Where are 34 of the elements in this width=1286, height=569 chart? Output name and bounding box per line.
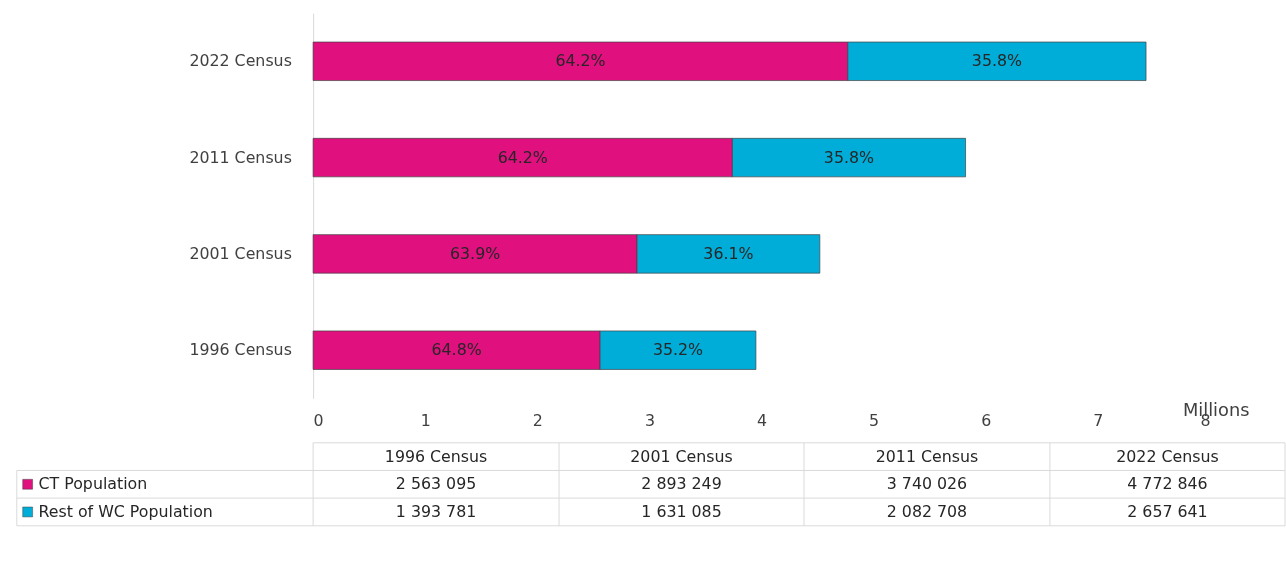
- y-tick-label: 1996 Census: [189, 340, 292, 360]
- annotation: 35.8%: [971, 51, 1023, 71]
- x-tick-label: 1: [420, 410, 431, 430]
- text: 1 631 085: [641, 501, 722, 521]
- text: 2 082 708: [886, 501, 968, 521]
- text: 2 893 249: [641, 474, 722, 494]
- category-label: 2001 Census: [630, 446, 733, 466]
- text: 2 563 095: [395, 474, 477, 494]
- x-tick-label: 6: [981, 410, 992, 430]
- annotation: 64.8%: [431, 340, 482, 360]
- text: 4 772 846: [1127, 474, 1208, 494]
- y-tick-label: 2011 Census: [189, 147, 292, 167]
- category-label: 1996 Census: [384, 446, 488, 466]
- y-tick-label: 2001 Census: [189, 243, 292, 263]
- legend-label: CT Population: [38, 474, 148, 494]
- annotation: 35.2%: [652, 340, 704, 360]
- annotation: 63.9%: [450, 243, 501, 263]
- x-tick-label: 4: [756, 410, 768, 430]
- x-tick-label: 3: [644, 410, 655, 430]
- x-tick-label: 0: [313, 410, 324, 430]
- category-label: 2011 Census: [875, 446, 979, 466]
- annotation: 36.1%: [703, 243, 754, 263]
- text: 3 740 026: [886, 474, 968, 494]
- text: 1 393 781: [395, 501, 477, 521]
- annotation: 35.8%: [823, 147, 875, 167]
- x-tick-label: 2: [532, 410, 543, 430]
- category-label: 2022 Census: [1116, 446, 1219, 466]
- x-tick-label: 5: [869, 410, 880, 430]
- x-tick-label: 7: [1093, 410, 1104, 430]
- y-tick-label: 2022 Census: [189, 51, 292, 71]
- annotation: 64.2%: [497, 147, 548, 167]
- text: 2 657 641: [1127, 501, 1208, 521]
- annotation: 64.2%: [555, 51, 606, 71]
- legend-label: Rest of WC Population: [38, 501, 213, 521]
